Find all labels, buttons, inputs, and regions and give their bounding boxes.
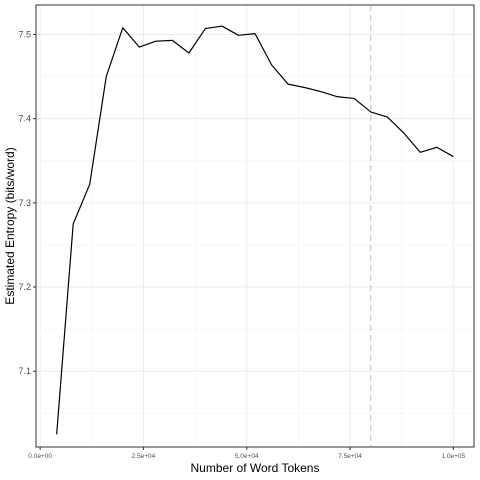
minor-gridlines	[36, 5, 474, 447]
major-gridlines	[36, 5, 474, 447]
y-tick-label: 7.3	[18, 198, 31, 208]
plot-panel	[36, 5, 474, 447]
x-axis-title: Number of Word Tokens	[191, 461, 320, 475]
x-tick-label: 7.5e+04	[338, 453, 362, 460]
x-tick-label: 0.0e+00	[28, 453, 52, 460]
series-line	[56, 25, 454, 435]
y-tick-label: 7.5	[18, 29, 31, 39]
y-axis-title: Estimated Entropy (bits/word)	[3, 147, 17, 304]
y-tick-label: 7.1	[18, 366, 31, 376]
series-layer	[56, 25, 454, 435]
x-tick-label: 2.5e+04	[132, 453, 156, 460]
y-tick-label: 7.4	[18, 114, 31, 124]
x-tick-label: 1.0e+05	[441, 453, 465, 460]
y-axis-ticks: 7.1 7.2 7.3 7.4 7.5	[18, 29, 36, 376]
x-axis-ticks: 0.0e+00 2.5e+04 5.0e+04 7.5e+04 1.0e+05	[28, 447, 466, 460]
plot-border	[35, 4, 475, 448]
x-tick-label: 5.0e+04	[235, 453, 259, 460]
y-tick-label: 7.2	[18, 282, 31, 292]
